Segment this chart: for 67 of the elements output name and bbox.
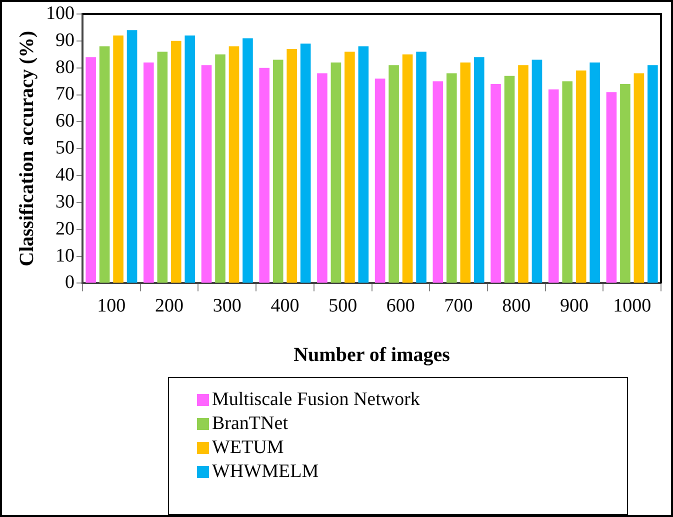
bar: [358, 46, 369, 283]
y-tick-label: 100: [46, 2, 74, 24]
bar: [201, 65, 212, 283]
bar: [157, 52, 168, 283]
bar: [460, 62, 471, 283]
bar: [576, 70, 586, 283]
y-tick-label: 0: [65, 272, 74, 294]
bar: [474, 57, 484, 283]
bar: [620, 84, 630, 283]
bar: [259, 68, 270, 283]
y-tick-label: 50: [56, 138, 74, 159]
y-tick-label: 10: [56, 245, 74, 266]
y-tick-label: 60: [56, 110, 74, 132]
x-tick-label: 600: [386, 296, 415, 317]
bar: [99, 46, 110, 283]
y-tick-label: 30: [56, 191, 74, 212]
legend-label: WHWMELM: [212, 461, 319, 483]
bar: [532, 60, 542, 283]
bar: [416, 52, 426, 283]
x-tick-label: 100: [97, 296, 126, 317]
bar: [184, 36, 196, 283]
bar: [446, 73, 457, 283]
bar: [518, 65, 528, 283]
x-tick-label: 200: [155, 296, 184, 317]
bar: [374, 78, 386, 283]
bar: [242, 38, 253, 283]
bar: [504, 76, 515, 283]
x-tick-label: 800: [502, 296, 531, 317]
y-tick-label: 20: [56, 218, 74, 240]
bar: [344, 52, 355, 283]
x-axis-title: Number of images: [294, 344, 450, 366]
bar: [215, 54, 226, 283]
bar: [490, 84, 501, 283]
bar: [144, 62, 154, 283]
bar: [126, 30, 138, 283]
legend-label: BranTNet: [212, 413, 288, 435]
bar: [590, 62, 600, 283]
y-tick-label: 80: [56, 56, 74, 78]
bar: [272, 60, 284, 283]
bar: [330, 62, 342, 283]
bar: [562, 81, 573, 283]
y-tick-label: 90: [56, 30, 74, 51]
bar: [113, 36, 124, 283]
bar: [648, 65, 658, 283]
bar: [388, 65, 399, 283]
bar: [402, 54, 413, 283]
y-tick-label: 40: [56, 164, 74, 186]
x-tick-label: 1000: [613, 296, 652, 317]
y-axis-title: Classification accuracy (%): [16, 30, 38, 266]
x-tick-label: 900: [560, 296, 588, 317]
x-tick-label: 500: [328, 296, 358, 317]
bar: [228, 46, 240, 283]
bar: [170, 40, 182, 283]
bar: [606, 92, 617, 283]
bar: [432, 81, 444, 283]
bar: [548, 89, 559, 283]
bar: [300, 44, 311, 283]
x-tick-label: 700: [444, 296, 473, 317]
bar: [286, 48, 297, 283]
legend-label: WETUM: [212, 437, 284, 459]
bar: [317, 73, 328, 283]
y-tick-label: 70: [56, 84, 74, 105]
bar: [86, 57, 96, 283]
x-tick-label: 400: [270, 296, 300, 317]
x-tick-label: 300: [212, 296, 242, 317]
bar: [634, 73, 644, 283]
legend-label: Multiscale Fusion Network: [212, 389, 420, 411]
